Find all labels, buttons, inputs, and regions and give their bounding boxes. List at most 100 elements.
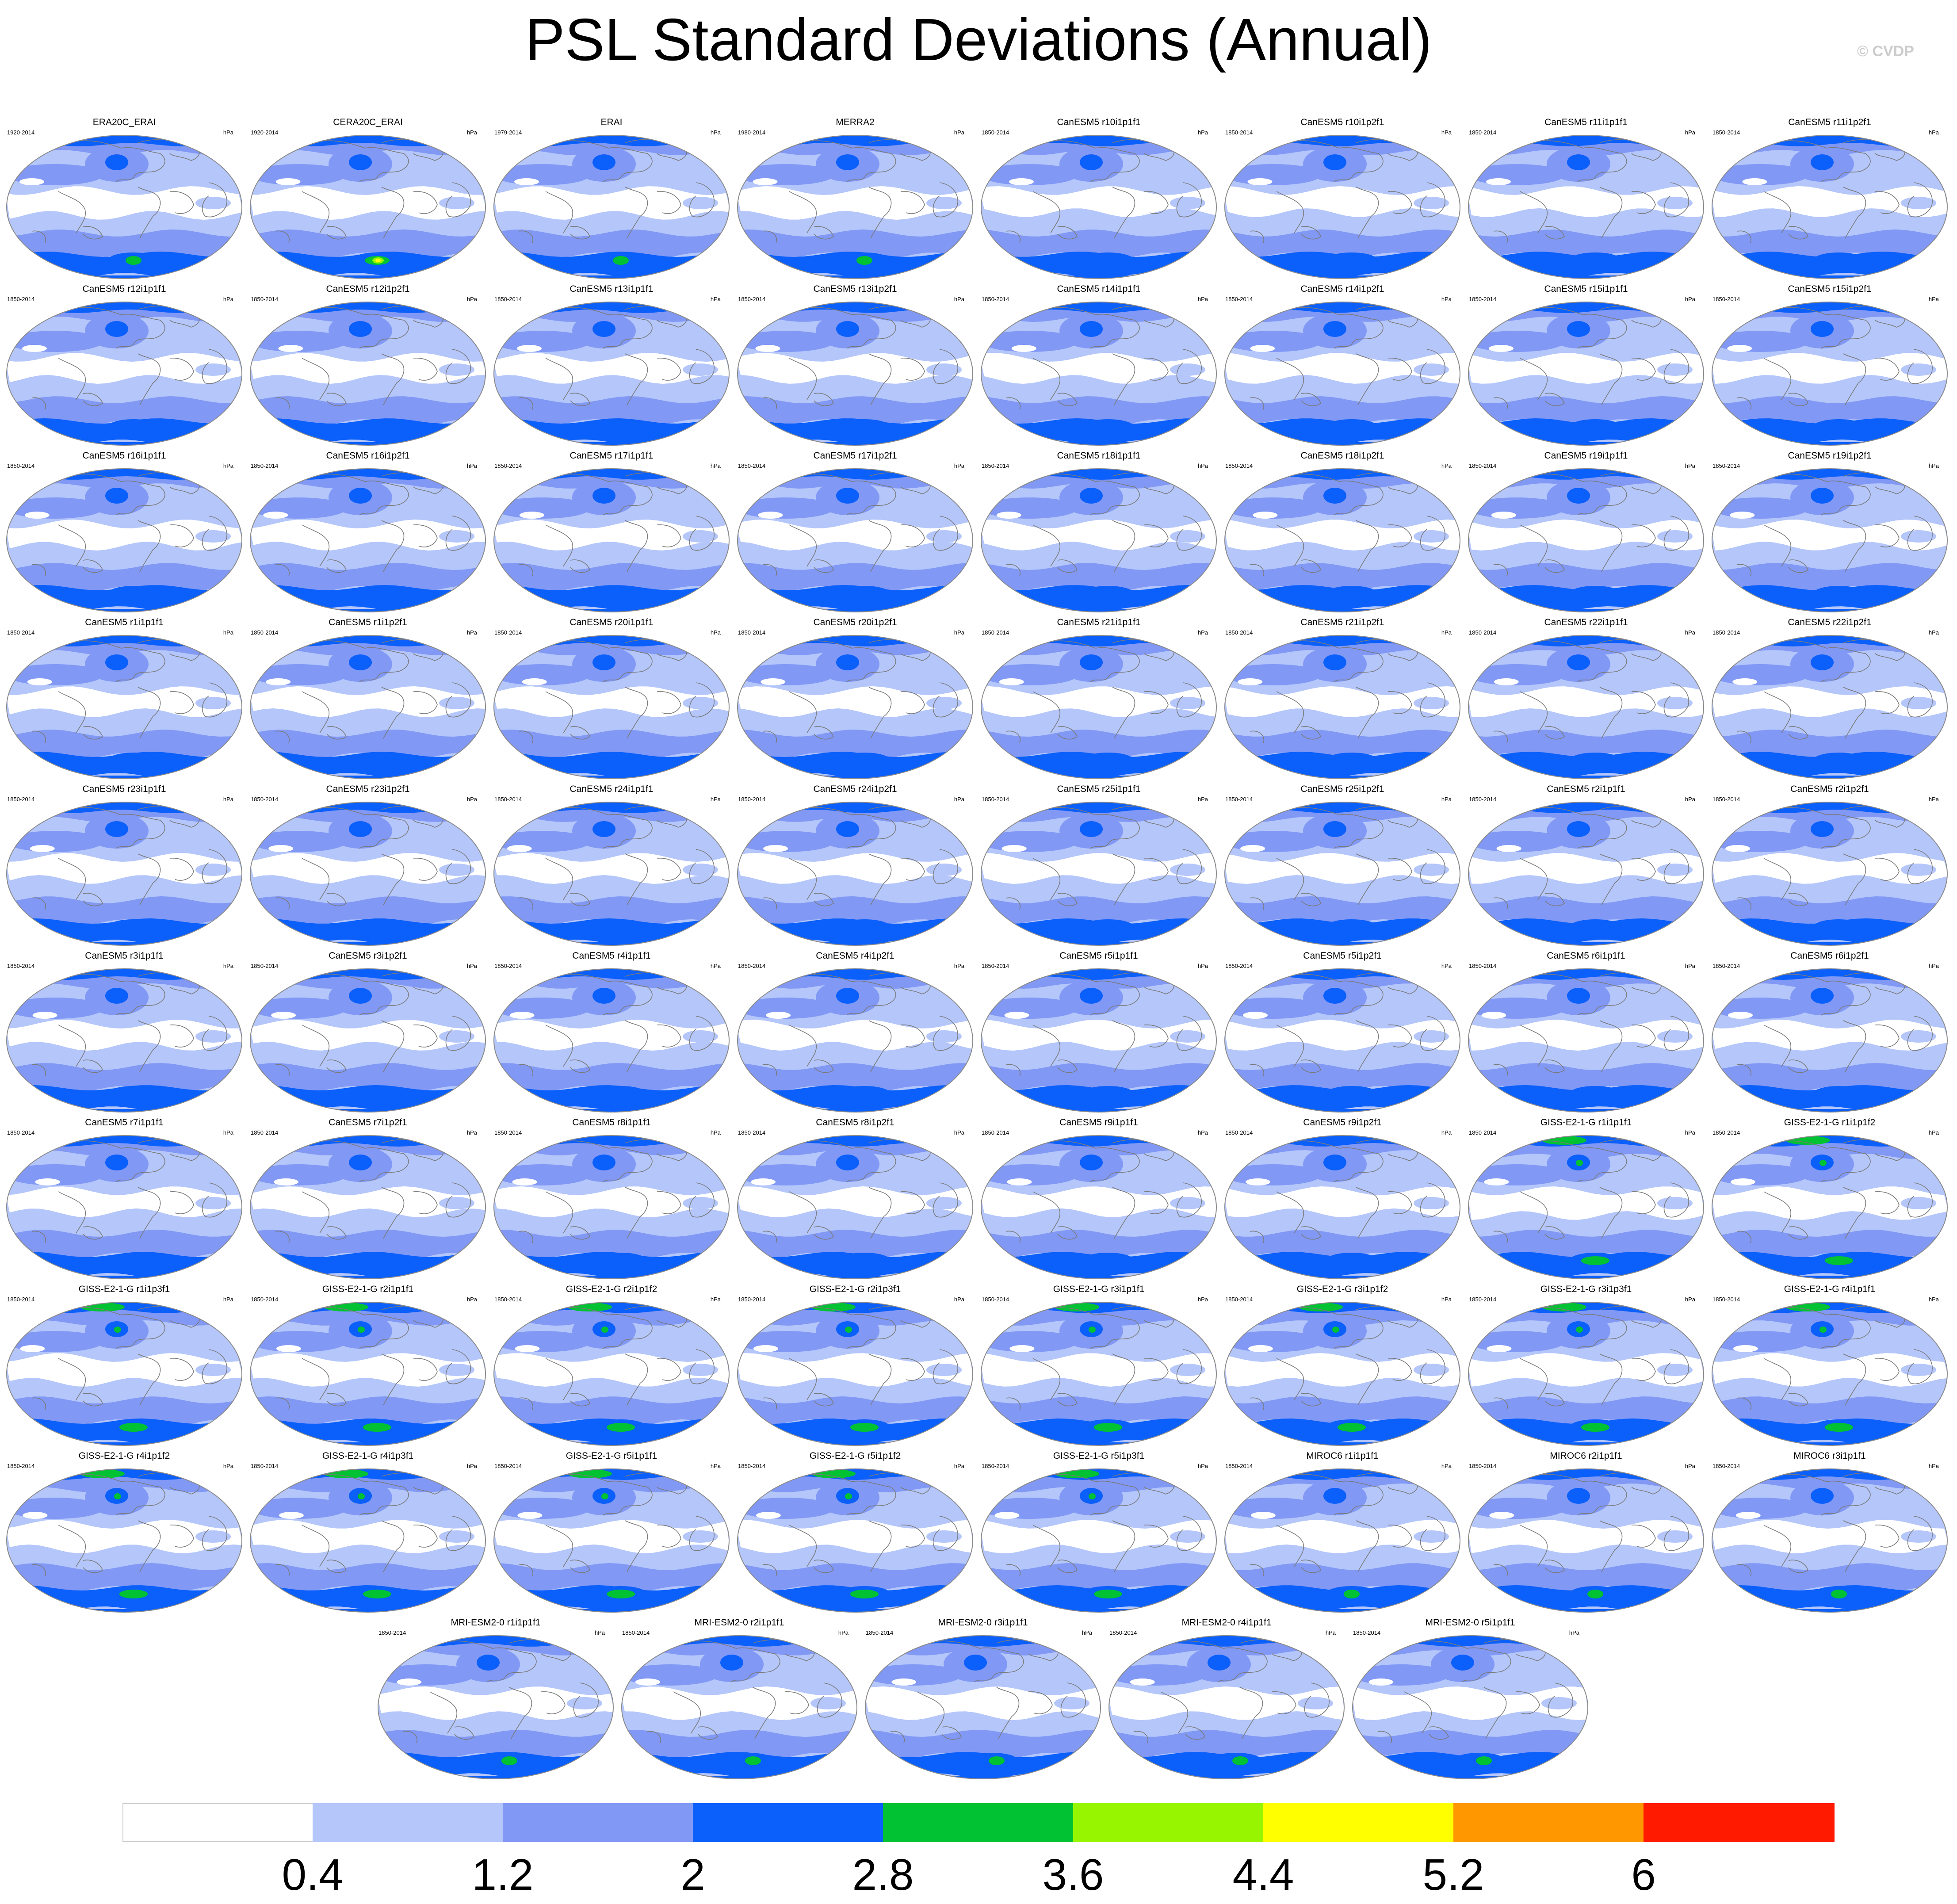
tropical-minimum-band xyxy=(738,853,973,884)
robinson-map xyxy=(1468,1302,1704,1446)
coastline-8 xyxy=(1250,1231,1265,1243)
map-outline xyxy=(737,802,973,946)
robinson-map xyxy=(1224,635,1460,779)
indian-ocean-patch xyxy=(195,1364,231,1376)
coastline-8 xyxy=(890,1731,905,1743)
southern-ocean-band xyxy=(250,730,485,760)
panel-title: ERA20C_ERAI xyxy=(92,117,156,127)
coastline-1 xyxy=(1046,474,1140,516)
panel-title: GISS-E2-1-G r1i1p3f1 xyxy=(78,1284,170,1294)
antarctic-margin xyxy=(1712,776,1947,779)
panel-units: hPa xyxy=(223,296,233,302)
antarctic-margin xyxy=(7,776,242,779)
coastline-8 xyxy=(1493,230,1508,243)
map-outline xyxy=(493,1302,730,1446)
antarctic-margin xyxy=(7,1276,242,1279)
map-panel: GISS-E2-1-G r3i1p1f1 1850-2014 hPa xyxy=(977,1284,1220,1451)
coastline-1 xyxy=(930,1640,1024,1682)
north-atlantic-band xyxy=(1225,1164,1322,1185)
panel-title: MRI-ESM2-0 r5i1p1f1 xyxy=(1425,1617,1515,1628)
panel-period: 1850-2014 xyxy=(251,296,279,302)
colorbar-tick-label: 6 xyxy=(1631,1850,1656,1900)
atlantic-minimum-patch xyxy=(1240,845,1265,852)
coastline-8 xyxy=(519,1564,534,1577)
south-pacific-core xyxy=(1326,1253,1377,1268)
coastline-4 xyxy=(753,1687,776,1739)
south-pacific-core xyxy=(1570,919,1621,934)
panel-title: CanESM5 r9i1p1f1 xyxy=(1059,1117,1138,1128)
map-outline xyxy=(6,1135,242,1279)
southern-ocean-band xyxy=(1225,896,1460,926)
map-panel: MRI-ESM2-0 r5i1p1f1 1850-2014 hPa xyxy=(1349,1617,1592,1785)
south-pacific-maximum xyxy=(1825,1423,1853,1432)
indian-ocean-patch xyxy=(926,530,962,543)
coastline-3 xyxy=(1276,1525,1304,1567)
coastline-4 xyxy=(1112,1187,1135,1239)
coastline-7 xyxy=(814,393,834,406)
panel-title: CanESM5 r12i1p1f1 xyxy=(82,284,166,294)
panel-period: 1850-2014 xyxy=(494,963,522,969)
north-atlantic-band xyxy=(1468,1331,1565,1352)
map-panel: GISS-E2-1-G r5i1p1f2 1850-2014 hPa xyxy=(734,1451,977,1618)
map-outline xyxy=(6,135,242,279)
south-pacific-core xyxy=(595,1086,646,1101)
coastline-4 xyxy=(1599,520,1623,572)
map-panel: GISS-E2-1-G r4i1p1f1 1850-2014 hPa xyxy=(1708,1284,1951,1451)
coastline-1 xyxy=(1289,474,1384,516)
coastline-3 xyxy=(58,191,86,233)
north-pacific-core xyxy=(1323,988,1346,1004)
coastline-7 xyxy=(326,559,347,573)
coastline-7 xyxy=(326,1560,347,1573)
panel-title: CanESM5 r20i1p1f1 xyxy=(570,617,654,627)
north-atlantic-band xyxy=(1225,497,1322,519)
coastline-4 xyxy=(1599,1187,1623,1239)
south-pacific-maximum xyxy=(1476,1756,1492,1765)
north-polar-core xyxy=(1225,469,1460,480)
robinson-map xyxy=(981,635,1217,779)
map-panel: GISS-E2-1-G r3i1p1f2 1850-2014 hPa xyxy=(1221,1284,1464,1451)
antarctic-margin xyxy=(1712,1442,1947,1445)
map-outline xyxy=(1468,135,1704,279)
coastline-5 xyxy=(657,1025,681,1048)
coastline-3 xyxy=(1520,691,1548,734)
robinson-map xyxy=(6,302,242,446)
coastline-4 xyxy=(381,520,405,572)
coastline-3 xyxy=(789,1025,817,1067)
coastline-8 xyxy=(762,1397,777,1410)
coastline-5 xyxy=(1144,191,1169,214)
robinson-map xyxy=(737,1135,973,1279)
map-panel: MRI-ESM2-0 r2i1p1f1 1850-2014 hPa xyxy=(618,1617,861,1785)
atlantic-minimum-patch xyxy=(996,512,1021,519)
coastline-8 xyxy=(1737,1397,1752,1410)
southern-ocean-band xyxy=(250,896,485,926)
map-panel: ERAI 1979-2014 hPa xyxy=(490,117,733,284)
north-pacific-core xyxy=(1567,321,1590,337)
southern-ocean-band xyxy=(981,396,1216,426)
map-panel: GISS-E2-1-G r5i1p3f1 1850-2014 hPa xyxy=(977,1451,1220,1618)
robinson-map xyxy=(6,1468,242,1613)
southern-ocean-band xyxy=(250,396,485,426)
north-polar-maximum xyxy=(1055,1469,1099,1478)
coastline-5 xyxy=(169,691,194,714)
coastline-7 xyxy=(814,726,834,740)
coastline-4 xyxy=(1843,687,1866,739)
robinson-map xyxy=(1712,135,1948,279)
map-panel: ERA20C_ERAI 1920-2014 hPa xyxy=(3,117,246,284)
north-polar-maximum xyxy=(80,1303,125,1311)
map-panel: CanESM5 r24i1p2f1 1850-2014 hPa xyxy=(734,784,977,951)
atlantic-minimum-patch xyxy=(35,1178,60,1185)
robinson-map xyxy=(981,135,1217,279)
map-outline xyxy=(6,302,242,446)
coastline-7 xyxy=(83,1226,103,1240)
coastline-1 xyxy=(1289,1474,1384,1516)
atlantic-minimum-patch xyxy=(19,178,44,185)
north-atlantic-band xyxy=(7,664,103,685)
coastline-8 xyxy=(1250,230,1265,243)
atlantic-minimum-patch xyxy=(274,1178,299,1185)
north-atlantic-band xyxy=(1225,998,1322,1019)
coastline-1 xyxy=(1777,307,1871,349)
robinson-map xyxy=(1352,1635,1588,1779)
indian-ocean-patch xyxy=(683,197,718,209)
coastline-4 xyxy=(1599,1020,1623,1072)
map-outline xyxy=(493,635,730,779)
